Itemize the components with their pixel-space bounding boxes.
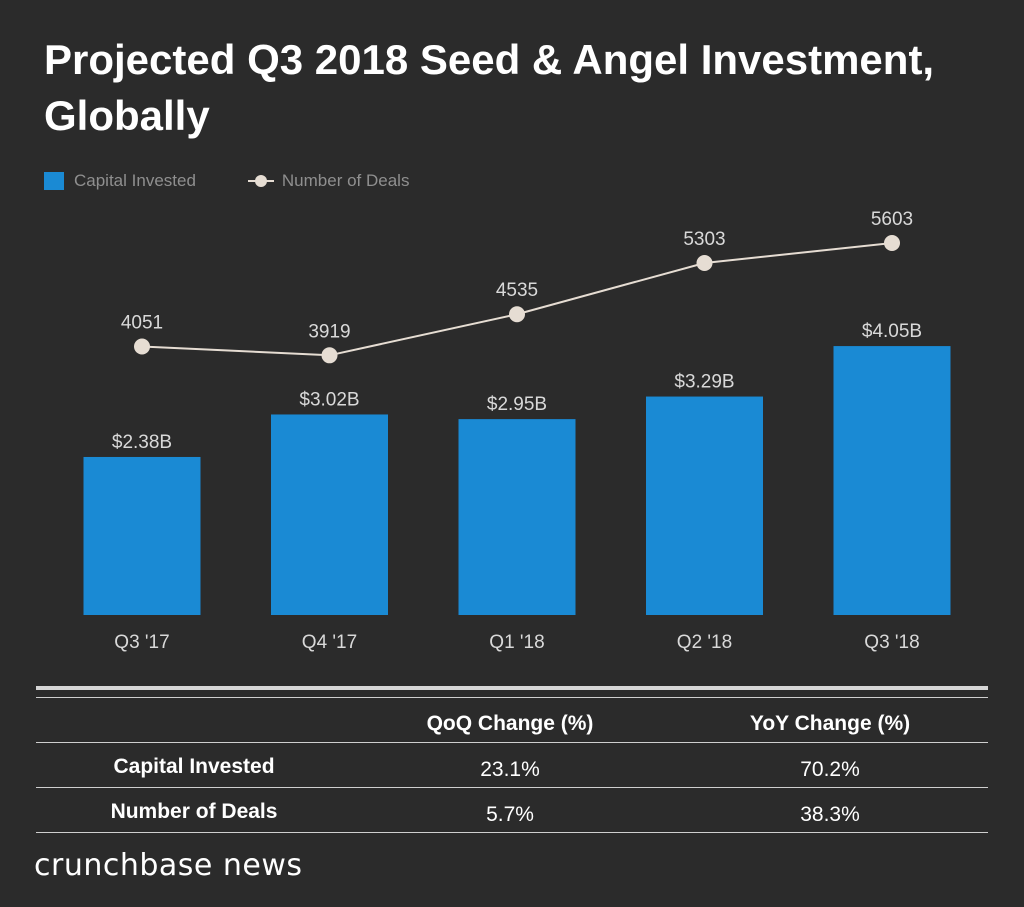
table-bottom-rule [36,832,988,833]
chart-title: Projected Q3 2018 Seed & Angel Investmen… [44,36,935,139]
bar-capital-2 [458,419,576,615]
line-point-1 [321,347,338,364]
line-point-4 [884,235,900,251]
bar-capital-4 [833,346,951,615]
x-tick-label-3: Q2 '18 [677,632,732,653]
bar-capital-3 [646,396,763,615]
table-header-qoq: QoQ Change (%) [426,712,594,735]
legend-label-capital-invested: Capital Invested [74,171,196,190]
x-tick-label-2: Q1 '18 [489,632,544,653]
line-point-2 [509,306,525,323]
x-tick-label-4: Q3 '18 [864,632,919,653]
legend-bar-swatch [44,172,64,190]
table-row-rule [36,787,988,788]
line-point-0 [134,338,150,355]
x-tick-label-1: Q4 '17 [302,632,357,653]
table-header-yoy: YoY Change (%) [749,712,911,735]
bar-value-label-1: $3.02B [299,389,359,410]
table-cell-deals-yoy: 38.3% [800,803,860,826]
table-top-rule [36,686,988,690]
table-top-rule-thin [36,697,988,698]
table-cell-deals-qoq: 5.7% [486,803,534,826]
line-value-label-2: 4535 [496,280,538,301]
table-cell-capital-qoq: 23.1% [480,758,540,781]
chart-plot: $2.38B Q3 '17 $3.02B Q4 '17 $2.95B Q1 '18 $3.2… [83,209,951,653]
legend-line-swatch [247,172,274,190]
table-header-rule [36,742,988,743]
line-point-3 [696,255,713,272]
table-row-label-number-of-deals: Number of Deals [110,800,278,823]
line-value-label-1: 3919 [308,321,350,342]
legend-item-capital-invested: Capital Invested [44,171,196,191]
bar-value-label-4: $4.05B [862,321,922,342]
legend-label-number-of-deals: Number of Deals [281,171,410,190]
line-value-label-3: 5303 [683,229,725,250]
brand-logo: crunchbase news [34,848,303,883]
table-cell-capital-yoy: 70.2% [800,758,860,781]
bar-capital-1 [271,414,388,615]
chart-legend: Capital Invested Number of Deals [44,168,409,194]
x-tick-label-0: Q3 '17 [114,632,169,653]
bar-value-label-0: $2.38B [112,432,172,453]
legend-item-number-of-deals: Number of Deals [247,171,410,191]
bar-value-label-3: $3.29B [674,372,734,393]
bar-value-label-2: $2.95B [487,394,547,415]
line-value-label-4: 5603 [871,209,913,230]
table-row-label-capital-invested: Capital Invested [113,755,275,778]
line-value-label-0: 4051 [121,313,163,334]
bar-capital-0 [83,456,201,615]
